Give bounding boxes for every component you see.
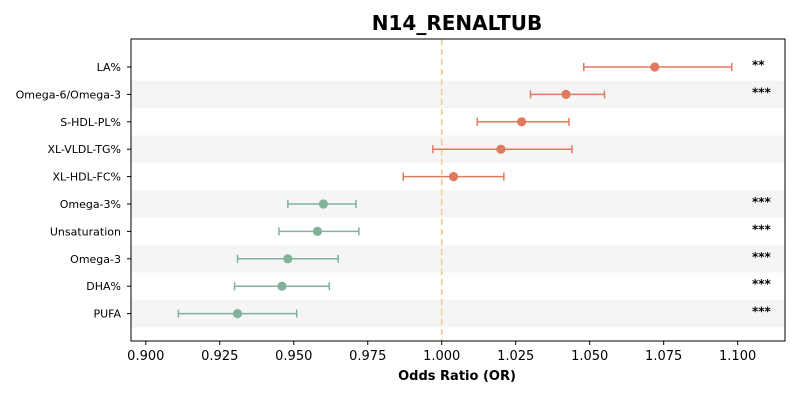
significance-label: *** bbox=[752, 250, 772, 264]
y-tick-label: PUFA bbox=[93, 308, 121, 321]
significance-label: *** bbox=[752, 195, 772, 209]
y-tick-label: Unsaturation bbox=[50, 225, 121, 238]
odds-ratio-point bbox=[561, 89, 571, 99]
x-tick-label: 0.975 bbox=[349, 349, 386, 364]
significance-label: *** bbox=[752, 222, 772, 236]
x-tick-labels: 0.900 0.925 0.950 0.975 1.000 1.025 1.050 1.075… bbox=[127, 341, 756, 364]
x-tick-label: 0.950 bbox=[275, 349, 312, 364]
row-band bbox=[131, 190, 785, 218]
x-tick-label: 1.050 bbox=[571, 349, 608, 364]
odds-ratio-point bbox=[650, 62, 660, 72]
x-tick-label: 1.000 bbox=[423, 349, 460, 364]
odds-ratio-point bbox=[318, 199, 328, 209]
significance-label: *** bbox=[752, 85, 772, 99]
odds-ratio-point bbox=[232, 309, 243, 319]
x-tick-label: 1.075 bbox=[645, 349, 682, 364]
significance-label: *** bbox=[752, 277, 772, 291]
x-tick-label: 0.925 bbox=[201, 349, 238, 364]
odds-ratio-point bbox=[496, 144, 506, 154]
y-tick-label: S-HDL-PL% bbox=[60, 116, 121, 129]
row-bands bbox=[131, 80, 785, 328]
odds-ratio-point bbox=[312, 226, 323, 236]
odds-ratio-point bbox=[283, 254, 293, 264]
y-tick-label: LA% bbox=[97, 61, 121, 74]
x-axis-label: Odds Ratio (OR) bbox=[398, 369, 516, 384]
plot-frame bbox=[130, 38, 786, 342]
y-tick-label: Omega-6/Omega-3 bbox=[16, 88, 121, 101]
odds-ratio-point bbox=[448, 172, 459, 182]
chart-title: N14_RENALTUB bbox=[372, 11, 542, 35]
odds-ratio-point bbox=[517, 117, 527, 127]
y-tick-labels: LA% Omega-6/Omega-3 S-HDL-PL% XL-VLDL-TG% XL… bbox=[16, 61, 131, 321]
significance-label: *** bbox=[752, 305, 772, 319]
y-tick-label: XL-VLDL-TG% bbox=[47, 143, 121, 156]
significance-label: ** bbox=[752, 58, 765, 72]
x-tick-label: 1.025 bbox=[497, 349, 534, 364]
x-tick-label: 1.100 bbox=[719, 349, 756, 364]
y-tick-label: Omega-3 bbox=[70, 253, 121, 266]
row-band bbox=[131, 80, 785, 109]
y-tick-label: XL-HDL-FC% bbox=[52, 171, 121, 184]
x-tick-label: 0.900 bbox=[127, 349, 164, 364]
y-tick-label: Omega-3% bbox=[60, 198, 121, 211]
row-band bbox=[131, 245, 785, 273]
odds-ratio-point bbox=[277, 281, 287, 291]
data-marks bbox=[177, 62, 733, 319]
y-tick-label: DHA% bbox=[86, 280, 121, 293]
significance-labels: ******************** bbox=[752, 58, 772, 319]
